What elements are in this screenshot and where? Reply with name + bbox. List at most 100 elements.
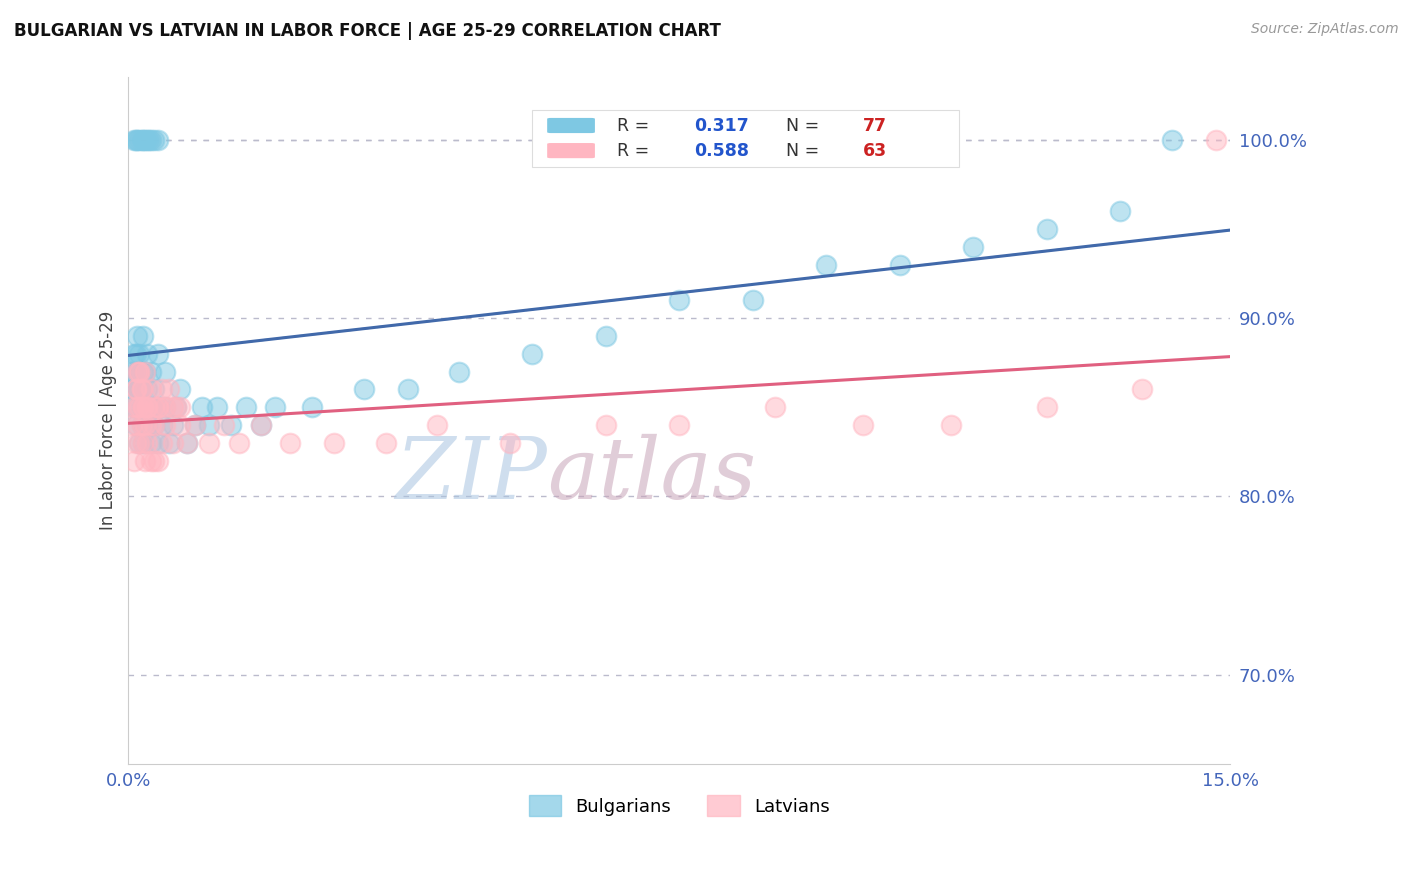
Point — [962, 240, 984, 254]
Point — [165, 401, 187, 415]
Point — [183, 418, 205, 433]
Point — [128, 365, 150, 379]
Point — [125, 436, 148, 450]
Point — [176, 436, 198, 450]
Point — [139, 454, 162, 468]
Point — [125, 365, 148, 379]
Point — [169, 418, 191, 433]
Point — [132, 133, 155, 147]
Point — [150, 436, 173, 450]
Text: 63: 63 — [863, 142, 887, 160]
Text: N =: N = — [786, 117, 825, 135]
Point — [128, 383, 150, 397]
Point — [162, 418, 184, 433]
Point — [889, 258, 911, 272]
Point — [374, 436, 396, 450]
Point — [162, 401, 184, 415]
Point — [165, 401, 187, 415]
Point — [1109, 204, 1132, 219]
Point — [127, 401, 149, 415]
Point — [132, 436, 155, 450]
Point — [150, 418, 173, 433]
Point — [447, 365, 470, 379]
Point — [135, 418, 157, 433]
Point — [143, 418, 166, 433]
FancyBboxPatch shape — [533, 110, 959, 167]
Point — [153, 401, 176, 415]
Point — [132, 401, 155, 415]
Point — [941, 418, 963, 433]
Point — [124, 454, 146, 468]
Point — [205, 401, 228, 415]
Point — [146, 401, 169, 415]
Point — [198, 418, 221, 433]
Point — [668, 293, 690, 308]
Point — [157, 383, 180, 397]
Point — [1130, 383, 1153, 397]
Point — [135, 401, 157, 415]
Point — [183, 418, 205, 433]
Point — [264, 401, 287, 415]
Point — [668, 418, 690, 433]
Point — [146, 133, 169, 147]
Point — [143, 133, 166, 147]
Point — [139, 133, 162, 147]
Point — [353, 383, 375, 397]
Legend: Bulgarians, Latvians: Bulgarians, Latvians — [522, 789, 838, 823]
Point — [143, 401, 166, 415]
Point — [127, 418, 149, 433]
Point — [1205, 133, 1227, 147]
Point — [128, 365, 150, 379]
Point — [127, 365, 149, 379]
Point — [124, 401, 146, 415]
Point — [127, 365, 149, 379]
Point — [135, 436, 157, 450]
Point — [132, 329, 155, 343]
Point — [763, 401, 786, 415]
Point — [128, 401, 150, 415]
Point — [127, 133, 149, 147]
Point — [169, 401, 191, 415]
Point — [134, 365, 156, 379]
Point — [125, 133, 148, 147]
Point — [153, 365, 176, 379]
Point — [1035, 401, 1057, 415]
FancyBboxPatch shape — [547, 118, 595, 133]
Point — [176, 436, 198, 450]
Text: atlas: atlas — [547, 434, 756, 516]
Point — [128, 133, 150, 147]
Point — [128, 436, 150, 450]
Point — [522, 347, 544, 361]
Point — [135, 347, 157, 361]
Y-axis label: In Labor Force | Age 25-29: In Labor Force | Age 25-29 — [100, 311, 117, 530]
Point — [1035, 222, 1057, 236]
Point — [128, 436, 150, 450]
Point — [146, 347, 169, 361]
Text: 0.317: 0.317 — [695, 117, 749, 135]
Point — [131, 418, 153, 433]
Point — [146, 401, 169, 415]
Point — [139, 418, 162, 433]
Point — [124, 347, 146, 361]
Point — [139, 365, 162, 379]
Point — [221, 418, 243, 433]
Point — [131, 418, 153, 433]
Text: N =: N = — [786, 142, 825, 160]
Point — [153, 401, 176, 415]
Point — [121, 383, 143, 397]
Point — [198, 436, 221, 450]
Point — [134, 418, 156, 433]
Point — [125, 383, 148, 397]
Point — [157, 436, 180, 450]
Point — [249, 418, 271, 433]
Point — [301, 401, 323, 415]
Point — [146, 401, 169, 415]
Point — [741, 293, 763, 308]
Point — [852, 418, 875, 433]
Point — [1160, 133, 1182, 147]
Point — [138, 133, 160, 147]
Point — [595, 418, 617, 433]
Point — [132, 365, 155, 379]
Text: BULGARIAN VS LATVIAN IN LABOR FORCE | AGE 25-29 CORRELATION CHART: BULGARIAN VS LATVIAN IN LABOR FORCE | AG… — [14, 22, 721, 40]
Point — [146, 454, 169, 468]
